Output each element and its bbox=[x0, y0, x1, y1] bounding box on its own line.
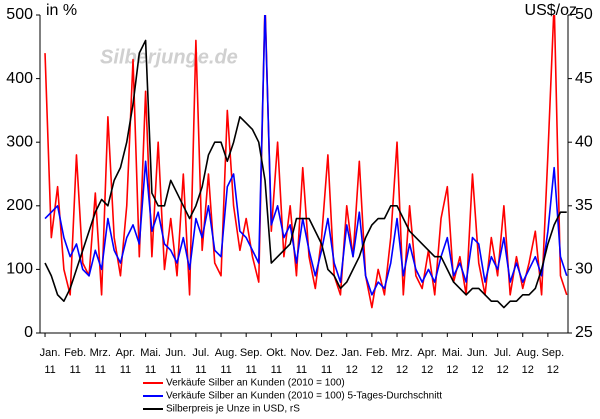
y2-tick-label: 30 bbox=[575, 261, 593, 278]
x-tick-label: Jun. bbox=[165, 347, 186, 359]
y2-tick-label: 25 bbox=[575, 324, 593, 341]
x-tick-label: Sep. bbox=[240, 347, 263, 359]
x-tick-label: Jan. bbox=[341, 347, 362, 359]
x-tick-label: Mai. bbox=[140, 347, 161, 359]
x-tick-year: 12 bbox=[421, 364, 433, 376]
series-line bbox=[44, 15, 568, 309]
x-tick-year: 12 bbox=[346, 364, 358, 376]
x-tick-label: Nov. bbox=[291, 347, 313, 359]
x-tick-label: Mrz. bbox=[90, 347, 111, 359]
y2-tick-label: 50 bbox=[575, 6, 593, 23]
x-tick-year: 11 bbox=[271, 364, 282, 376]
y2-tick-label: 40 bbox=[575, 133, 593, 150]
x-tick-year: 11 bbox=[170, 364, 181, 376]
x-tick-year: 11 bbox=[321, 364, 332, 376]
x-tick-label: Aug. bbox=[215, 347, 238, 359]
x-tick-year: 11 bbox=[95, 364, 106, 376]
x-tick-label: Jan. bbox=[40, 347, 61, 359]
legend-label: Verkäufe Silber an Kunden (2010 = 100) bbox=[166, 378, 345, 389]
x-tick-year: 11 bbox=[245, 364, 256, 376]
x-tick-year: 11 bbox=[145, 364, 156, 376]
series-line bbox=[44, 39, 567, 309]
y2-tick-label: 45 bbox=[575, 70, 593, 87]
x-tick-year: 11 bbox=[120, 364, 131, 376]
x-tick-label: Feb. bbox=[366, 347, 388, 359]
x-tick-label: Apr. bbox=[417, 347, 437, 359]
watermark: Silberjunge.de bbox=[100, 46, 238, 68]
y-tick-label: 0 bbox=[24, 324, 33, 341]
x-tick-year: 12 bbox=[396, 364, 408, 376]
legend-label: Verkäufe Silber an Kunden (2010 = 100) 5… bbox=[166, 391, 442, 402]
plot-area bbox=[44, 15, 568, 309]
x-tick-label: Mai. bbox=[442, 347, 463, 359]
x-tick-year: 12 bbox=[496, 364, 508, 376]
x-tick-year: 11 bbox=[69, 364, 80, 376]
x-tick-label: Dez. bbox=[315, 347, 338, 359]
y2-tick-label: 35 bbox=[575, 197, 593, 214]
x-tick-label: Jul. bbox=[192, 347, 209, 359]
x-tick-year: 12 bbox=[471, 364, 483, 376]
x-tick-year: 11 bbox=[296, 364, 307, 376]
y2-axis-label: US$/oz bbox=[525, 2, 577, 19]
x-tick-label: Mrz. bbox=[391, 347, 412, 359]
x-tick-label: Jul. bbox=[494, 347, 511, 359]
x-tick-year: 12 bbox=[547, 364, 559, 376]
x-tick-year: 12 bbox=[446, 364, 458, 376]
x-tick-year: 11 bbox=[220, 364, 231, 376]
y-tick-label: 100 bbox=[6, 261, 33, 278]
y-axis-label: in % bbox=[46, 2, 77, 19]
x-tick-label: Feb. bbox=[64, 347, 86, 359]
x-tick-label: Sep. bbox=[542, 347, 565, 359]
x-tick-label: Okt. bbox=[266, 347, 286, 359]
x-tick-label: Jun. bbox=[467, 347, 488, 359]
x-tick-year: 11 bbox=[44, 364, 55, 376]
series-line bbox=[44, 15, 568, 296]
legend-label: Silberpreis je Unze in USD, rS bbox=[166, 404, 300, 415]
x-tick-year: 12 bbox=[522, 364, 534, 376]
x-tick-year: 11 bbox=[195, 364, 206, 376]
x-tick-label: Apr. bbox=[116, 347, 136, 359]
y-tick-label: 300 bbox=[6, 133, 33, 150]
y-tick-label: 400 bbox=[6, 70, 33, 87]
y-tick-label: 500 bbox=[6, 6, 33, 23]
x-tick-label: Aug. bbox=[516, 347, 539, 359]
x-tick-year: 12 bbox=[371, 364, 383, 376]
y-tick-label: 200 bbox=[6, 197, 33, 214]
